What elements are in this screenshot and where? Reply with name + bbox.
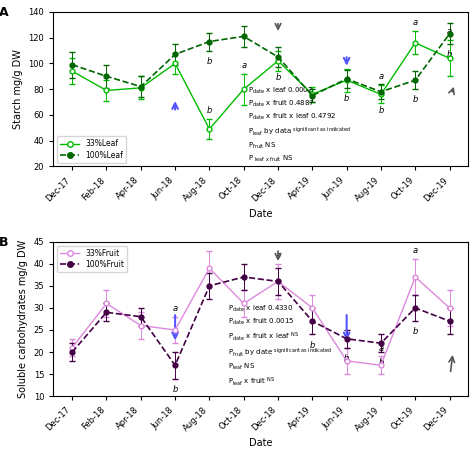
Text: $\mathregular{P_{date}}$ x leaf 0.4330
$\mathregular{P_{date}}$ x fruit 0.0015
$: $\mathregular{P_{date}}$ x leaf 0.4330 $… <box>228 303 332 388</box>
Text: b: b <box>378 106 383 115</box>
Text: a: a <box>378 344 383 353</box>
Text: b: b <box>173 385 178 394</box>
Text: b: b <box>344 94 349 103</box>
X-axis label: Date: Date <box>249 209 273 219</box>
Text: b: b <box>412 95 418 104</box>
Text: a: a <box>413 247 418 256</box>
Text: b: b <box>344 354 349 363</box>
Text: b: b <box>447 50 452 59</box>
Text: $\mathregular{P_{date}}$ x leaf 0.0002
$\mathregular{P_{date}}$ x fruit 0.4887
$: $\mathregular{P_{date}}$ x leaf 0.0002 $… <box>248 86 351 164</box>
Text: b: b <box>378 358 383 367</box>
Legend: 33%Leaf, 100%Leaf: 33%Leaf, 100%Leaf <box>57 136 127 163</box>
Text: a: a <box>413 18 418 27</box>
Y-axis label: Soluble carbohydrates mg/g DW: Soluble carbohydrates mg/g DW <box>18 240 28 398</box>
Text: a: a <box>173 304 178 313</box>
Text: A: A <box>0 6 9 19</box>
Text: a: a <box>241 61 246 70</box>
Legend: 33%Fruit, 100%Fruit: 33%Fruit, 100%Fruit <box>57 246 128 272</box>
Text: a: a <box>275 251 281 260</box>
Text: b: b <box>207 57 212 66</box>
Text: b: b <box>310 340 315 350</box>
Text: b: b <box>412 327 418 336</box>
Text: a: a <box>447 27 452 36</box>
Y-axis label: Starch mg/g DW: Starch mg/g DW <box>13 49 23 129</box>
Text: b: b <box>275 74 281 83</box>
Text: b: b <box>207 106 212 115</box>
Text: B: B <box>0 236 9 248</box>
Text: a: a <box>378 73 383 81</box>
X-axis label: Date: Date <box>249 439 273 449</box>
